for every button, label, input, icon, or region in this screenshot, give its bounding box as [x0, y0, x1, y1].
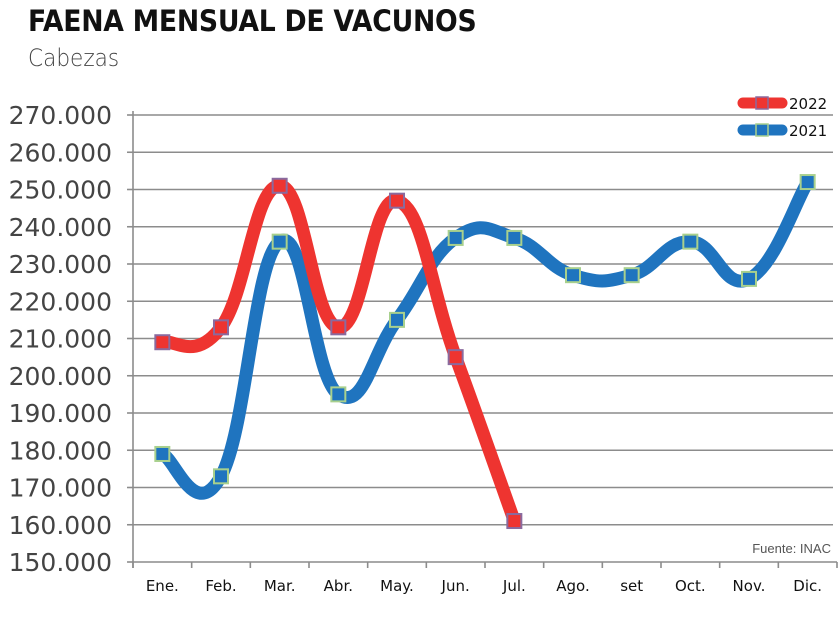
y-tick-label: 180.000 — [9, 436, 112, 465]
x-tick-label: Feb. — [205, 577, 236, 595]
y-tick-label: 270.000 — [9, 101, 112, 130]
y-tick-label: 260.000 — [9, 138, 112, 167]
y-tick-label: 200.000 — [9, 362, 112, 391]
legend-label: 2021 — [789, 122, 827, 140]
data-point-marker — [330, 319, 347, 336]
y-tick-label: 190.000 — [9, 399, 112, 428]
legend-item-2021: 2021 — [737, 122, 827, 140]
x-tick-label: Mar. — [264, 577, 296, 595]
x-tick-label: Dic. — [793, 577, 822, 595]
x-axis: Ene. Feb. Mar. Abr. May. Jun. Jul. Ago. set Oct. N… — [132, 561, 838, 595]
data-point-marker — [154, 445, 171, 462]
y-tick-label: 250.000 — [9, 176, 112, 205]
y-tick-label: 230.000 — [9, 250, 112, 279]
x-tick-label: Jun. — [441, 577, 470, 595]
data-point-marker — [682, 233, 699, 250]
x-tick-label: Oct. — [675, 577, 706, 595]
x-tick-label: Ago. — [556, 577, 589, 595]
y-tick-label: 240.000 — [9, 213, 112, 242]
legend-label: 2022 — [789, 95, 827, 113]
chart-title: FAENA MENSUAL DE VACUNOS — [28, 4, 477, 38]
y-axis: 150.000 160.000 170.000 180.000 190.000 200.0… — [9, 101, 134, 577]
legend-marker — [755, 123, 769, 137]
x-tick-label: Abr. — [324, 577, 353, 595]
data-point-marker — [271, 177, 288, 194]
series-2021 — [154, 174, 816, 500]
data-point-marker — [799, 174, 816, 191]
gridlines — [133, 114, 833, 526]
series-lines — [154, 174, 816, 530]
data-point-marker — [213, 319, 229, 336]
y-tick-label: 160.000 — [9, 511, 112, 540]
series-2022 — [154, 177, 523, 530]
data-point-marker — [271, 233, 288, 250]
y-tick-label: 150.000 — [9, 548, 112, 577]
data-point-marker — [154, 334, 171, 351]
data-point-marker — [506, 513, 523, 530]
legend-marker — [755, 96, 769, 110]
data-point-marker — [213, 468, 229, 485]
data-point-marker — [741, 270, 757, 287]
legend: 2022 2021 — [737, 95, 827, 140]
x-tick-label: May. — [380, 577, 414, 595]
x-tick-label: Jul. — [502, 577, 526, 595]
data-point-marker — [506, 229, 523, 246]
data-point-marker — [447, 229, 464, 246]
data-point-marker — [447, 349, 464, 366]
data-point-marker — [389, 311, 405, 328]
data-point-marker — [330, 386, 347, 403]
data-point-marker — [389, 192, 405, 209]
y-tick-label: 170.000 — [9, 474, 112, 503]
chart-subtitle: Cabezas — [28, 44, 120, 72]
y-tick-label: 220.000 — [9, 287, 112, 316]
y-tick-label: 210.000 — [9, 325, 112, 354]
data-point-marker — [623, 267, 640, 284]
data-point-marker — [565, 267, 581, 284]
x-tick-label: set — [620, 577, 643, 595]
source-note: Fuente: INAC — [752, 541, 831, 556]
x-tick-label: Nov. — [733, 577, 766, 595]
x-tick-label: Ene. — [146, 577, 179, 595]
legend-item-2022: 2022 — [737, 95, 827, 113]
